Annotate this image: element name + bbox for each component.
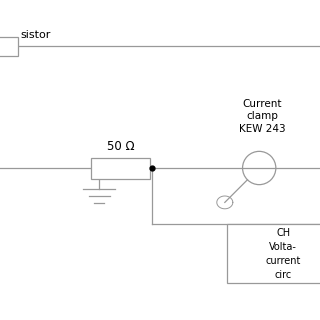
Text: 50 Ω: 50 Ω <box>107 140 135 153</box>
Text: CH
Volta-
current
circ: CH Volta- current circ <box>266 228 301 280</box>
Bar <box>91 158 150 179</box>
Bar <box>0 37 18 56</box>
Text: Current
clamp
KEW 243: Current clamp KEW 243 <box>239 99 286 134</box>
Bar <box>227 224 320 283</box>
Text: sistor: sistor <box>21 30 51 40</box>
